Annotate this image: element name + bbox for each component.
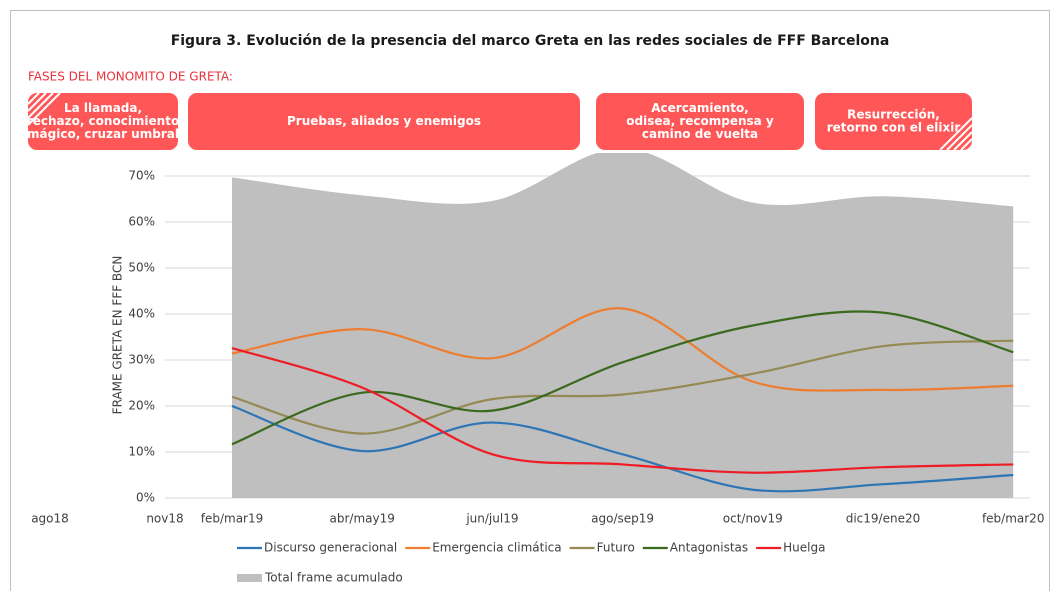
phase-label: Acercamiento, xyxy=(651,101,749,115)
hatch xyxy=(946,124,973,151)
y-tick-label: 50% xyxy=(128,261,155,275)
y-tick-label: 40% xyxy=(128,307,155,321)
y-tick-label: 70% xyxy=(128,169,155,183)
phase-label: Pruebas, aliados y enemigos xyxy=(287,114,481,128)
legend: Discurso generacional Emergencia climátic… xyxy=(237,541,825,585)
phase-label: odisea, recompensa y xyxy=(626,114,774,128)
phase-label: retorno con el elixir xyxy=(827,121,961,135)
x-tick-label: dic19/ene20 xyxy=(846,512,921,526)
x-tick-label: feb/mar20 xyxy=(982,512,1045,526)
line xyxy=(231,310,1014,446)
legend-label: Emergencia climática xyxy=(432,541,561,555)
phase-label: camino de vuelta xyxy=(642,127,758,141)
phase-box xyxy=(28,93,178,150)
hatch xyxy=(953,131,973,151)
legend-label: Antagonistas xyxy=(670,541,748,555)
hatch xyxy=(939,117,973,151)
x-tick-label: ago18 xyxy=(31,512,69,526)
phase-box xyxy=(815,93,972,150)
phases-title: FASES DEL MONOMITO DE GRETA: xyxy=(28,70,233,84)
y-tick-label: 20% xyxy=(128,399,155,413)
x-tick-label: abr/may19 xyxy=(330,512,395,526)
plot: 0% 10% 20% 30% 40% 50% 60% 70% ago18 nov18 feb/mar… xyxy=(31,153,1045,526)
hatch xyxy=(27,92,54,119)
area xyxy=(232,153,1014,498)
y-tick-label: 30% xyxy=(128,353,155,367)
legend-label: Discurso generacional xyxy=(264,541,397,555)
line xyxy=(231,307,1014,392)
line xyxy=(231,346,1014,474)
line xyxy=(231,339,1014,435)
x-tick-label: ago/sep19 xyxy=(591,512,654,526)
x-tick-label: oct/nov19 xyxy=(723,512,783,526)
chart-title: Figura 3. Evolución de la presencia del … xyxy=(171,33,890,49)
legend-label: Total frame acumulado xyxy=(264,571,403,585)
phase-box xyxy=(188,93,580,150)
frame xyxy=(10,10,1050,591)
line xyxy=(231,404,1014,493)
hatch xyxy=(960,138,973,151)
phase-box xyxy=(596,93,804,150)
legend-label: Huelga xyxy=(783,541,825,555)
phase-label: mágico, cruzar umbral xyxy=(27,127,179,141)
y-tick-label: 0% xyxy=(136,491,155,505)
hatch xyxy=(27,92,47,112)
x-tick-label: jun/jul19 xyxy=(465,512,518,526)
y-axis-label: FRAME GRETA EN FFF BCN xyxy=(111,256,125,415)
phases: La llamada,rechazo, conocimientomágico, … xyxy=(27,92,973,151)
hatch xyxy=(27,92,40,105)
phase-label: La llamada, xyxy=(64,101,142,115)
x-tick-label: feb/mar19 xyxy=(201,512,264,526)
legend-label: Futuro xyxy=(597,541,635,555)
phase-label: rechazo, conocimiento xyxy=(27,114,179,128)
phase-label: Resurrección, xyxy=(847,108,940,122)
legend-swatch xyxy=(237,574,262,582)
x-tick-label: nov18 xyxy=(146,512,183,526)
y-tick-label: 10% xyxy=(128,445,155,459)
hatch xyxy=(27,92,61,126)
y-tick-label: 60% xyxy=(128,215,155,229)
